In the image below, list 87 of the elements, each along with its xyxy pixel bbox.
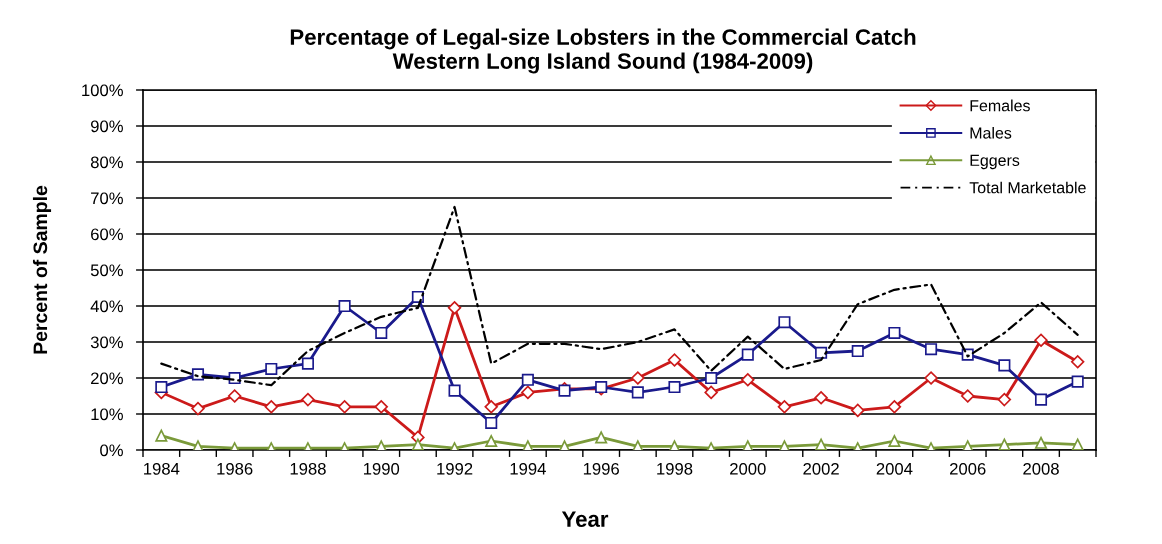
point (155, 380, 168, 394)
point (851, 403, 865, 418)
point (155, 429, 168, 442)
point (1034, 333, 1048, 347)
point (631, 386, 644, 399)
legend-label: Males (970, 126, 1012, 139)
point (777, 400, 792, 414)
y-tick-label: 100% (82, 84, 123, 97)
x-tick-label: 1986 (217, 462, 253, 475)
point (558, 440, 571, 450)
point (191, 440, 205, 450)
x-tick-label: 1998 (657, 462, 693, 475)
point (997, 392, 1012, 407)
point (338, 299, 351, 313)
point (741, 348, 754, 361)
point (521, 385, 535, 400)
point (998, 438, 1011, 450)
point (301, 357, 314, 370)
point (925, 343, 938, 356)
x-tick-label: 1992 (437, 462, 473, 475)
point (705, 371, 718, 385)
y-tick-label: 20% (91, 372, 123, 385)
point (227, 389, 242, 403)
point (667, 353, 682, 367)
y-tick-label: 30% (90, 336, 123, 349)
point (1070, 355, 1085, 369)
x-tick-label: 2008 (1023, 462, 1059, 475)
y-tick-label: 90% (90, 120, 123, 133)
point (815, 346, 828, 359)
point (1071, 438, 1084, 450)
point (448, 384, 461, 397)
point (668, 440, 681, 450)
point (815, 438, 828, 450)
point (741, 373, 755, 387)
point (704, 385, 718, 400)
point (447, 301, 462, 315)
point (595, 431, 608, 444)
point (485, 434, 498, 448)
x-axis-title: Year (561, 511, 609, 527)
line-series (160, 205, 1079, 387)
point (337, 400, 352, 414)
y-tick-label: 40% (90, 300, 123, 313)
point (521, 373, 534, 386)
point (1034, 436, 1048, 449)
point (1071, 375, 1084, 388)
point (924, 371, 938, 385)
x-tick-label: 1996 (583, 462, 619, 475)
point (631, 371, 645, 385)
point (888, 326, 901, 340)
point (191, 401, 205, 416)
y-tick-label: 50% (90, 264, 123, 277)
x-tick-label: 1990 (363, 462, 400, 475)
point (264, 400, 279, 414)
point (484, 400, 498, 414)
x-tick-label: 1988 (290, 462, 326, 475)
point (668, 380, 681, 394)
x-tick-label: 2006 (950, 462, 986, 475)
y-tick-label: 70% (91, 192, 123, 205)
x-tick-label: 1994 (510, 462, 546, 475)
point (778, 316, 791, 329)
point (778, 440, 791, 450)
point (998, 359, 1011, 372)
point (1034, 393, 1048, 406)
legend-label: Eggers (970, 154, 1020, 170)
point (485, 416, 498, 430)
x-tick-label: 1984 (144, 462, 180, 475)
point (960, 389, 975, 403)
y-axis-title: Percent of Sample (32, 185, 52, 354)
point (887, 400, 902, 414)
point (374, 400, 388, 414)
legend-label: Total Marketable (969, 181, 1086, 194)
point (375, 326, 388, 340)
point (301, 392, 315, 407)
y-tick-label: 10% (91, 408, 123, 421)
point (888, 434, 901, 448)
chart-title: Percentage of Legal-size Lobsters in the Commercial Catch Western Long Island Sound (1984-2009) (290, 28, 916, 74)
x-tick-label: 2004 (876, 462, 913, 475)
y-tick-label: 80% (90, 156, 123, 169)
point (814, 391, 828, 405)
y-tick-label: 60% (91, 228, 123, 241)
y-tick-label: 0% (100, 444, 123, 457)
legend-label: Females (970, 99, 1030, 112)
point (851, 344, 864, 358)
x-tick-label: 2002 (803, 462, 839, 475)
x-tick-label: 2000 (730, 462, 766, 475)
point (411, 438, 424, 450)
point (265, 362, 278, 376)
